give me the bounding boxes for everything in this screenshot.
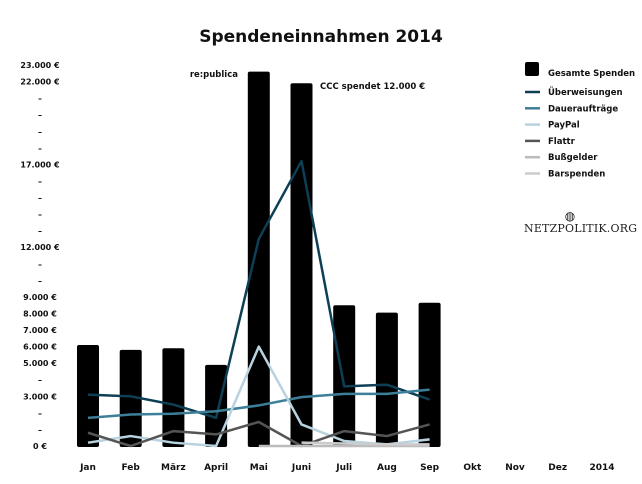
legend-label: Bußgelder bbox=[548, 153, 598, 163]
globe-icon: ◍ bbox=[564, 209, 576, 223]
y-tick-label: – bbox=[38, 260, 42, 269]
bar-juli bbox=[333, 305, 356, 447]
y-tick-label: 6.000 € bbox=[23, 343, 57, 352]
netzpolitik-logo: ◍ NETZPOLITIK.ORG bbox=[524, 209, 638, 235]
y-tick-label: – bbox=[38, 210, 42, 219]
x-tick-label: Mai bbox=[250, 463, 268, 473]
y-tick-label: 17.000 € bbox=[20, 160, 60, 169]
x-tick-label: Juni bbox=[291, 463, 311, 473]
y-tick-label: 0 € bbox=[33, 442, 47, 451]
y-tick-label: 22.000 € bbox=[20, 78, 60, 87]
x-tick-label: Aug bbox=[377, 463, 397, 473]
bar-märz bbox=[162, 348, 185, 447]
y-tick-label: – bbox=[38, 227, 42, 236]
x-tick-label: April bbox=[204, 463, 228, 473]
y-tick-label: – bbox=[38, 127, 42, 136]
x-tick-label: Sep bbox=[420, 463, 440, 473]
y-tick-label: – bbox=[38, 425, 42, 434]
logo-text: NETZPOLITIK.ORG bbox=[524, 222, 638, 235]
line-daueraufträge bbox=[87, 388, 430, 420]
y-tick-label: – bbox=[38, 409, 42, 418]
y-tick-label: 3.000 € bbox=[23, 392, 57, 401]
annotation-ccc: CCC spendet 12.000 € bbox=[320, 82, 425, 92]
bar-april bbox=[205, 364, 228, 447]
y-tick-label: 8.000 € bbox=[23, 309, 57, 318]
legend-label: Barspenden bbox=[548, 170, 605, 180]
x-tick-label: 2014 bbox=[589, 463, 614, 473]
line-barspenden bbox=[301, 441, 430, 446]
x-tick-label: Okt bbox=[463, 463, 482, 473]
bar-mai bbox=[247, 71, 270, 447]
bar-aug bbox=[375, 312, 398, 447]
legend-label: Gesamte Spenden bbox=[548, 69, 635, 79]
y-tick-label: 5.000 € bbox=[23, 359, 57, 368]
y-tick-label: – bbox=[38, 177, 42, 186]
line-flattr bbox=[87, 420, 430, 448]
bar-sep bbox=[418, 302, 441, 447]
bar-juni bbox=[290, 83, 313, 447]
x-tick-label: Nov bbox=[505, 463, 525, 473]
x-tick-label: Feb bbox=[122, 463, 141, 473]
legend-label: Überweisungen bbox=[548, 87, 623, 98]
legend-label: Flattr bbox=[548, 137, 576, 147]
legend-label: Daueraufträge bbox=[548, 104, 618, 114]
x-tick-label: März bbox=[161, 463, 186, 473]
x-tick-label: Dez bbox=[548, 463, 567, 473]
y-tick-label: 7.000 € bbox=[23, 326, 57, 335]
bar-feb bbox=[119, 349, 142, 447]
legend-swatch-gesamte-spenden bbox=[525, 62, 539, 76]
y-tick-label: 12.000 € bbox=[20, 243, 60, 252]
y-tick-label: 23.000 € bbox=[20, 61, 60, 70]
y-tick-label: – bbox=[38, 276, 42, 285]
line-überweisungen bbox=[87, 159, 431, 420]
y-tick-label: 9.000 € bbox=[23, 293, 57, 302]
y-tick-label: – bbox=[38, 94, 42, 103]
x-tick-label: Jan bbox=[79, 463, 96, 473]
annotation-republica: re:publica bbox=[190, 70, 238, 80]
x-tick-label: Juli bbox=[335, 463, 352, 473]
y-tick-label: – bbox=[38, 111, 42, 120]
y-tick-label: – bbox=[38, 144, 42, 153]
bar-jan bbox=[77, 344, 99, 447]
chart-title: Spendeneinnahmen 2014 bbox=[199, 27, 443, 47]
y-tick-label: – bbox=[38, 376, 42, 385]
y-tick-label: – bbox=[38, 194, 42, 203]
legend-label: PayPal bbox=[548, 121, 580, 131]
